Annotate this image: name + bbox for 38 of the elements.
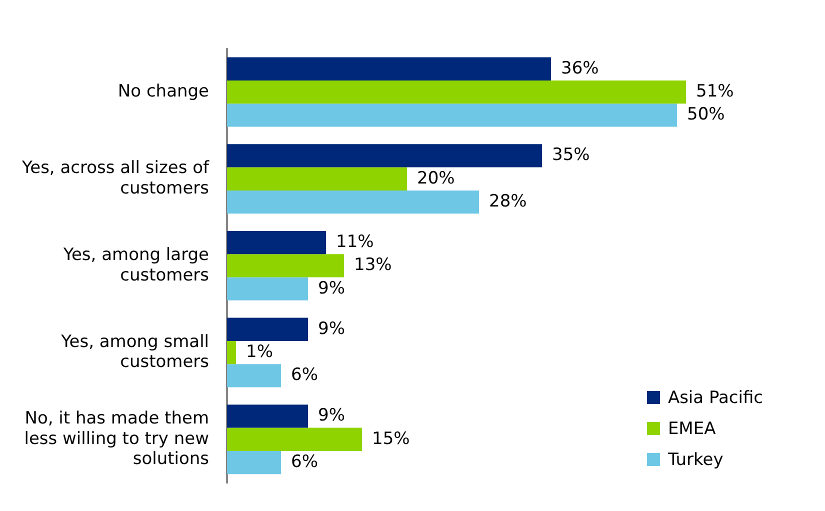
- data-label: 50%: [687, 104, 725, 125]
- bar: [227, 318, 308, 341]
- data-label: 51%: [696, 81, 734, 102]
- data-label: 9%: [318, 278, 346, 298]
- legend-label: Turkey: [666, 448, 724, 472]
- data-label: 9%: [318, 318, 346, 339]
- bar: [227, 190, 480, 214]
- bar: [227, 277, 308, 300]
- data-label: 1%: [246, 342, 274, 362]
- data-label: 6%: [291, 365, 318, 386]
- data-label: 15%: [372, 428, 410, 449]
- bar: [227, 144, 542, 168]
- bar: [227, 254, 344, 278]
- data-label: 6%: [291, 452, 318, 472]
- bar: [227, 167, 408, 190]
- bar: [227, 80, 686, 104]
- bar: [227, 57, 552, 80]
- legend-label: Asia Pacific: [666, 386, 763, 410]
- y-tick-label: No change: [118, 81, 210, 102]
- y-tick-label: Yes, across all sizes of customers: [20, 158, 210, 198]
- data-label: 36%: [561, 58, 599, 78]
- legend-label: EMEA: [666, 418, 717, 440]
- bar: [227, 230, 326, 254]
- bar: [227, 404, 308, 428]
- y-tick-label: Yes, among large customers: [62, 244, 210, 286]
- data-label: 35%: [552, 145, 590, 166]
- bar: [227, 340, 236, 364]
- y-tick-label: No, it has made them less willing to try new solutions: [24, 408, 210, 470]
- bar: [227, 364, 282, 388]
- bar: [227, 104, 678, 127]
- data-label: 9%: [318, 406, 346, 426]
- data-label: 28%: [489, 191, 527, 212]
- y-tick-label: Yes, among small customers: [60, 332, 210, 372]
- bar: [227, 428, 362, 451]
- data-label: 13%: [354, 255, 392, 276]
- bar: [227, 450, 282, 474]
- data-label: 20%: [417, 168, 455, 188]
- data-label: 11%: [336, 232, 374, 252]
